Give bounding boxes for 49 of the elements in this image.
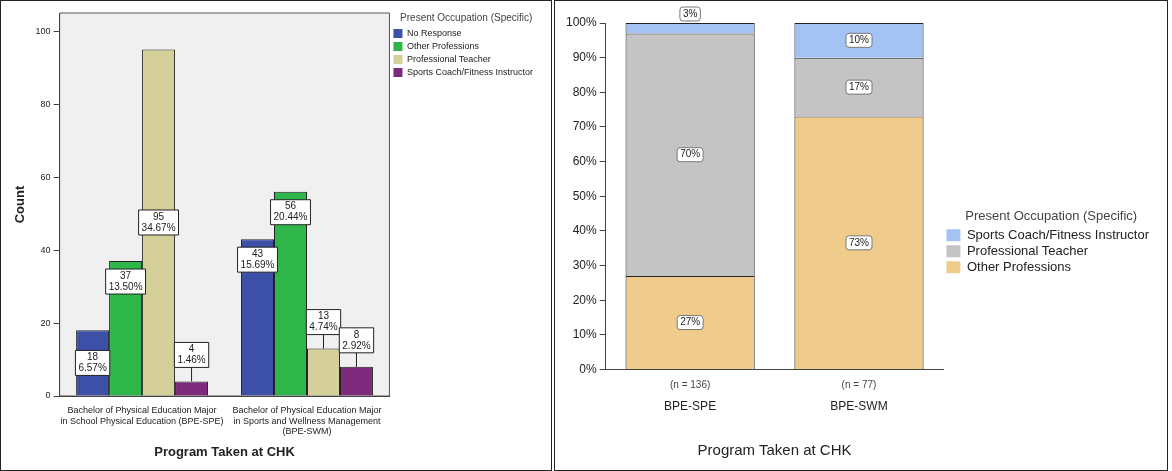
data-label: 13 4.74%	[309, 310, 338, 333]
y-tick-label: 0	[45, 390, 51, 401]
legend-title: Present Occupation (Specific)	[400, 11, 533, 23]
legend-label: Sports Coach/Fitness Instructor	[966, 226, 1150, 242]
data-label: 27%	[680, 316, 701, 328]
x-axis-title: Program Taken at CHK	[154, 443, 296, 459]
legend-label: Professional Teacher	[966, 242, 1089, 258]
y-axis-title: Count	[12, 185, 28, 224]
x-tick-label: BPE-SPE	[664, 399, 717, 414]
y-tick-label: 80	[40, 98, 51, 109]
text: (n = 136)	[669, 379, 711, 391]
data-label: 17%	[848, 80, 870, 92]
x-tick-label: Bachelor of Physical Education Major in Sports and Wellness Management (BPE-SWM)	[232, 404, 382, 437]
y-tick-label: 80%	[572, 84, 598, 99]
y-tick-label: 40%	[572, 223, 598, 238]
y-tick-label: 90%	[572, 49, 598, 64]
data-label: 3%	[682, 7, 698, 19]
y-tick-label: 100	[35, 25, 51, 36]
x-axis-title: Program Taken at CHK	[697, 441, 852, 459]
data-label: 37 13.50%	[108, 269, 143, 292]
data-label: 73%	[848, 236, 870, 248]
legend-label: Sports Coach/Fitness Instructor	[406, 66, 534, 77]
data-label: 4 1.46%	[177, 343, 206, 366]
y-tick-label: 10%	[572, 327, 598, 342]
y-tick-label: 20	[40, 317, 51, 328]
legend-label: Other Professions	[406, 40, 480, 51]
text: (n = 77)	[841, 379, 877, 391]
y-tick-label: 20%	[572, 292, 598, 307]
y-tick-label: 100%	[565, 15, 598, 30]
x-tick-label: Bachelor of Physical Education Major in School Physical Education (BPE-SPE)	[60, 404, 224, 426]
legend-label: Other Professions	[966, 258, 1072, 274]
data-label: 18 6.57%	[78, 351, 107, 374]
y-tick-label: 40	[40, 244, 51, 255]
y-tick-label: 30%	[572, 257, 598, 272]
data-label: 43 15.69%	[240, 247, 275, 270]
x-tick-label: BPE-SWM	[830, 399, 888, 414]
data-label: 95 34.67%	[141, 210, 176, 233]
legend-title: Present Occupation (Specific)	[965, 208, 1138, 224]
data-label: 10%	[848, 34, 870, 46]
y-tick-label: 50%	[572, 188, 598, 203]
y-tick-label: 0%	[579, 361, 598, 376]
y-tick-label: 70%	[572, 119, 598, 134]
legend-label: No Response	[406, 27, 462, 38]
y-tick-label: 60%	[572, 153, 598, 168]
data-label: 56 20.44%	[273, 200, 308, 223]
data-label: 8 2.92%	[342, 328, 371, 351]
legend-label: Professional Teacher	[406, 53, 491, 64]
y-tick-label: 60	[40, 171, 51, 182]
data-label: 70%	[680, 148, 701, 160]
